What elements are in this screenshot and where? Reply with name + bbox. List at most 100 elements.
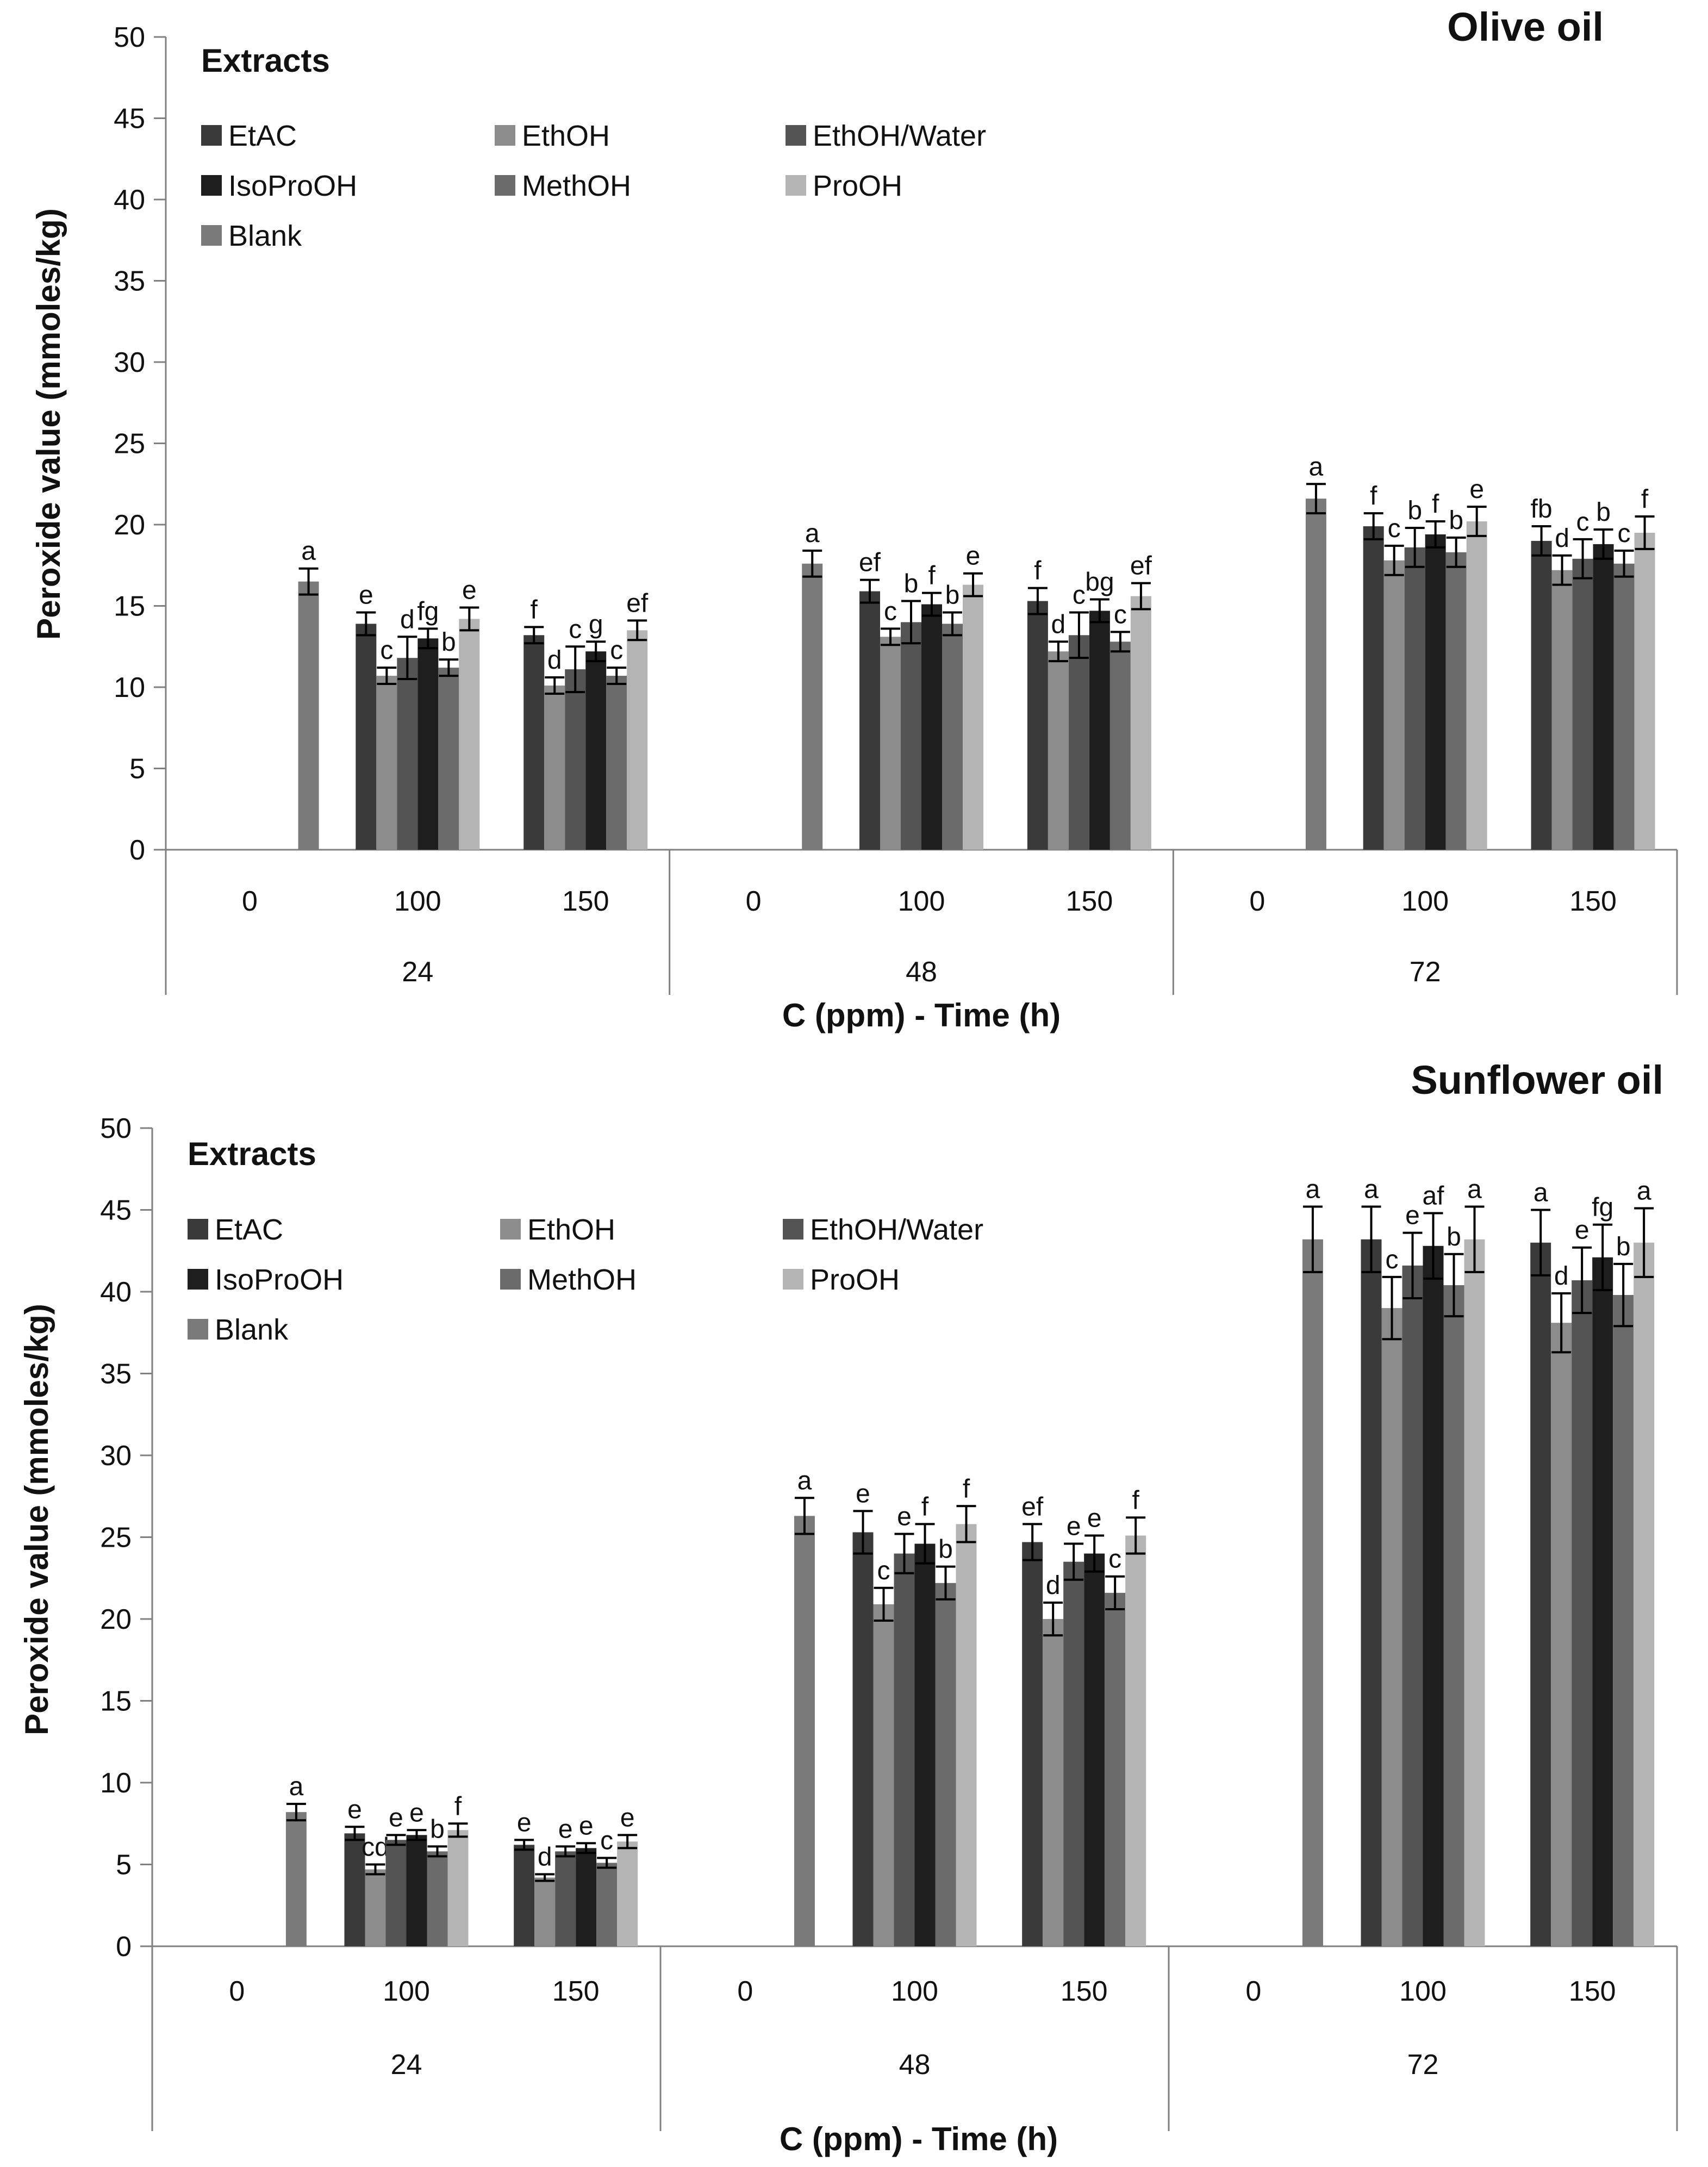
bar [544, 686, 565, 850]
bar [1593, 544, 1614, 850]
sunflower-oil-chart: Sunflower oil Peroxide value (mmoles/kg)… [18, 1057, 1678, 2157]
y-axis-label: Peroxide value (mmoles/kg) [18, 1304, 55, 1735]
bar [459, 619, 480, 850]
significance-label: ef [1130, 552, 1152, 581]
x-tick-label: 150 [552, 1976, 600, 2007]
significance-label: e [1575, 1216, 1589, 1245]
bar [1361, 1239, 1382, 1946]
bar [880, 637, 901, 850]
significance-label: d [400, 605, 415, 634]
significance-label: d [547, 646, 562, 675]
bar [1109, 642, 1131, 850]
significance-label: af [1422, 1182, 1444, 1211]
significance-label: f [1370, 482, 1377, 510]
bar [1402, 1265, 1423, 1946]
significance-label: c [1114, 600, 1127, 629]
significance-label: b [1447, 1223, 1461, 1251]
x-tick-label: 150 [562, 886, 609, 917]
chart-title: Sunflower oil [1411, 1057, 1663, 1103]
significance-label: fg [1592, 1193, 1613, 1222]
bar [376, 676, 397, 850]
y-tick-label: 0 [129, 835, 145, 866]
time-label: 48 [906, 956, 937, 988]
legend-swatch [495, 125, 515, 146]
legend-label: MethOH [527, 1263, 637, 1296]
significance-label: e [359, 581, 373, 609]
bar [1530, 1242, 1551, 1946]
y-tick-label: 30 [114, 347, 145, 378]
legend-title: Extracts [201, 42, 330, 79]
significance-label: b [1616, 1232, 1631, 1261]
significance-label: e [1087, 1504, 1102, 1533]
significance-label: e [1469, 475, 1484, 504]
significance-label: a [1309, 452, 1324, 481]
significance-label: b [1449, 506, 1463, 535]
y-tick-label: 0 [116, 1931, 132, 1963]
significance-label: b [430, 1815, 445, 1844]
y-tick-label: 35 [114, 266, 145, 297]
time-label: 24 [391, 2049, 422, 2081]
significance-label: e [620, 1803, 635, 1832]
bar [447, 1830, 469, 1946]
y-tick-label: 5 [129, 754, 145, 785]
legend: Extracts EtAC EthOH EthOH/Water IsoProOH Met… [188, 1136, 983, 1346]
bar [1445, 552, 1467, 850]
bar [963, 584, 983, 850]
bar [534, 1877, 556, 1946]
bar [417, 638, 439, 850]
legend-swatch [201, 175, 222, 196]
significance-label: c [569, 615, 582, 644]
significance-label: f [928, 562, 936, 590]
legend-swatch [201, 125, 222, 146]
axes: 0 5 10 15 20 25 30 35 40 45 50 0 100 150 24 0 100 150 48 0 1… [100, 1113, 1678, 2131]
significance-label: b [1407, 496, 1422, 525]
legend-swatch [188, 1219, 208, 1240]
significance-label: e [517, 1808, 532, 1837]
bar [285, 1812, 307, 1946]
significance-label: c [1618, 519, 1631, 548]
significance-label: fg [417, 597, 439, 626]
significance-label: e [1067, 1512, 1081, 1541]
significance-label: a [1467, 1175, 1482, 1204]
significance-label: e [462, 576, 477, 605]
significance-label: c [380, 636, 393, 665]
y-tick-label: 25 [100, 1522, 132, 1554]
x-axis-label: C (ppm) - Time (h) [780, 2121, 1058, 2157]
significance-label: f [1641, 485, 1649, 514]
bar [1404, 547, 1425, 850]
legend-label: EtAC [228, 120, 297, 152]
y-tick-label: 20 [100, 1604, 132, 1635]
x-axis-label: C (ppm) - Time (h) [782, 997, 1061, 1033]
significance-label: f [1034, 557, 1042, 586]
bar [1464, 1239, 1485, 1946]
bar [935, 1583, 956, 1946]
significance-label: e [558, 1815, 573, 1844]
legend-swatch [188, 1269, 208, 1290]
significance-label: a [301, 537, 316, 566]
legend-label: EtAC [215, 1213, 283, 1246]
significance-label: e [389, 1803, 403, 1832]
bar [1592, 1257, 1613, 1946]
bar [894, 1553, 915, 1946]
significance-label: a [797, 1466, 812, 1495]
bar [1089, 611, 1110, 850]
significance-label: cd [361, 1833, 389, 1862]
y-tick-label: 40 [100, 1276, 132, 1308]
y-tick-label: 15 [100, 1686, 132, 1717]
bar [627, 630, 648, 850]
significance-label: f [1132, 1486, 1139, 1515]
y-tick-label: 30 [100, 1440, 132, 1472]
bar [901, 622, 921, 850]
bar [438, 668, 459, 850]
significance-label: d [1051, 610, 1066, 639]
bar [1363, 526, 1384, 850]
legend-swatch [783, 1269, 803, 1290]
significance-label: c [1073, 581, 1086, 609]
legend: Extracts EtAC EthOH EthOH/Water IsoProOH Met… [201, 42, 986, 252]
significance-label: b [938, 1535, 953, 1564]
bar [1572, 558, 1593, 850]
bar [1125, 1535, 1146, 1946]
bar [397, 658, 418, 850]
significance-label: ef [626, 589, 649, 618]
